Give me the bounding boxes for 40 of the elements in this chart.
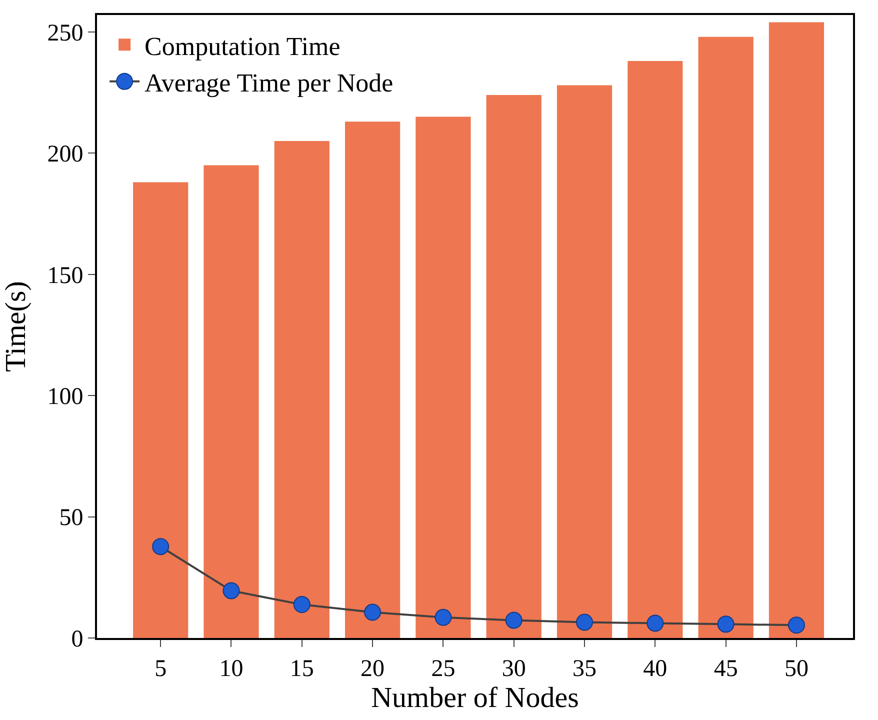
bar [204,165,259,638]
x-tick-label: 30 [502,656,526,682]
point [222,582,240,600]
point [434,608,452,626]
point [576,614,594,631]
point [364,604,382,621]
y-tick-label: 250 [47,20,84,46]
bar [345,122,400,638]
bar [768,22,824,638]
point [505,612,522,629]
y-tick-label: 100 [47,384,84,410]
x-tick-label: 50 [784,656,808,682]
bar [556,85,612,638]
x-tick-label: 5 [154,656,167,682]
bar [486,95,542,638]
x-tick-label: 15 [290,656,314,682]
y-tick-label: 0 [71,626,84,652]
point [717,616,734,633]
y-tick-label: 150 [47,262,84,289]
x-tick-label: 10 [219,656,244,682]
x-tick-label: 40 [643,656,668,682]
x-tick-label: 35 [572,656,597,682]
point [152,538,170,556]
bar [133,182,188,638]
x-axis-title: Number of Nodes [371,682,579,714]
legend-label: Average Time per Node [144,68,394,98]
y-axis-title: Time(s) [0,281,32,372]
bar [628,61,683,638]
x-tick-label: 25 [431,656,456,682]
bar [698,36,754,638]
bar [416,116,471,638]
y-tick-label: 50 [59,505,84,532]
point [293,596,310,614]
legend-label: Computation Time [144,32,340,61]
bar [274,141,330,638]
x-tick-label: 45 [714,656,738,682]
x-tick-label: 20 [360,656,385,682]
point [646,614,664,632]
y-tick-label: 200 [47,142,84,168]
point [788,616,805,634]
